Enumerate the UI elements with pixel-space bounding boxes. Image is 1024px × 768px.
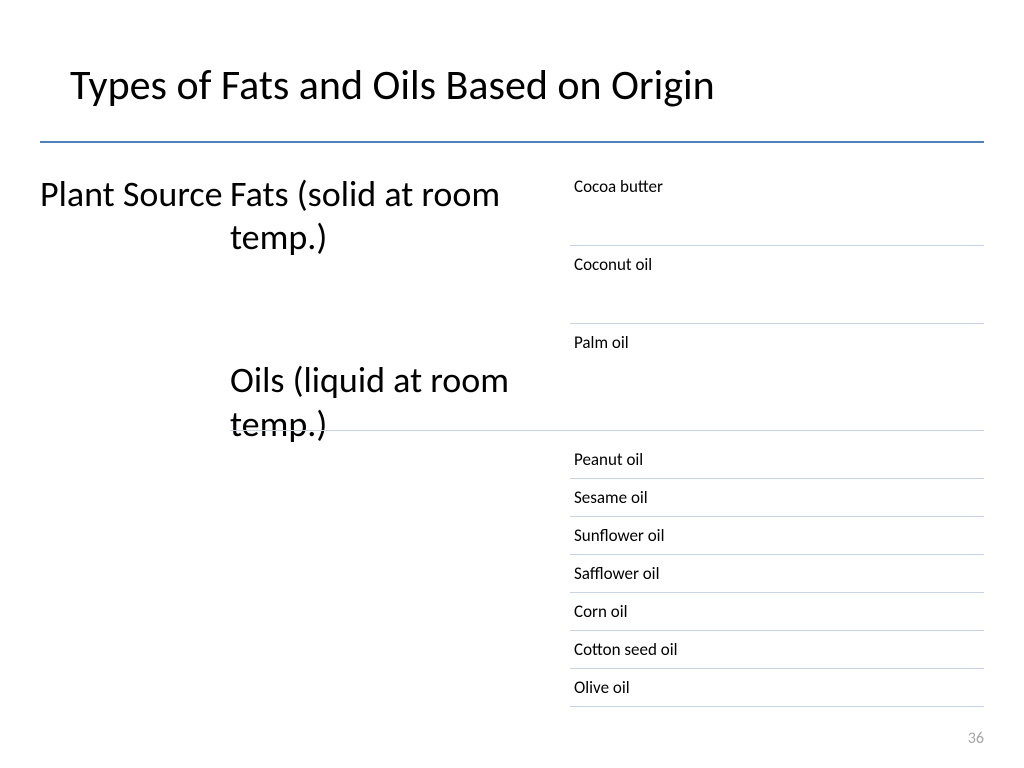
slide-title: Types of Fats and Oils Based on Origin <box>0 0 1024 141</box>
list-item: Sunflower oil <box>570 517 984 555</box>
list-item: Sesame oil <box>570 479 984 517</box>
list-item: Olive oil <box>570 669 984 707</box>
list-item: Safflower oil <box>570 555 984 593</box>
category-fats: Fats (solid at room temp.) <box>230 158 570 299</box>
list-item: Palm oil <box>570 324 984 401</box>
list-item: Cocoa butter <box>570 168 984 246</box>
list-item: Cotton seed oil <box>570 631 984 669</box>
list-item: Corn oil <box>570 593 984 631</box>
items-column: Cocoa butter Coconut oil Palm oil Peanut… <box>570 158 984 707</box>
content-area: Plant Source Fats (solid at room temp.) … <box>0 143 1024 707</box>
list-item: Peanut oil <box>570 441 984 479</box>
section-divider <box>230 430 984 431</box>
page-number: 36 <box>968 729 984 748</box>
source-label: Plant Source <box>40 158 230 707</box>
list-item: Coconut oil <box>570 246 984 324</box>
categories-column: Fats (solid at room temp.) Oils (liquid … <box>230 158 570 707</box>
